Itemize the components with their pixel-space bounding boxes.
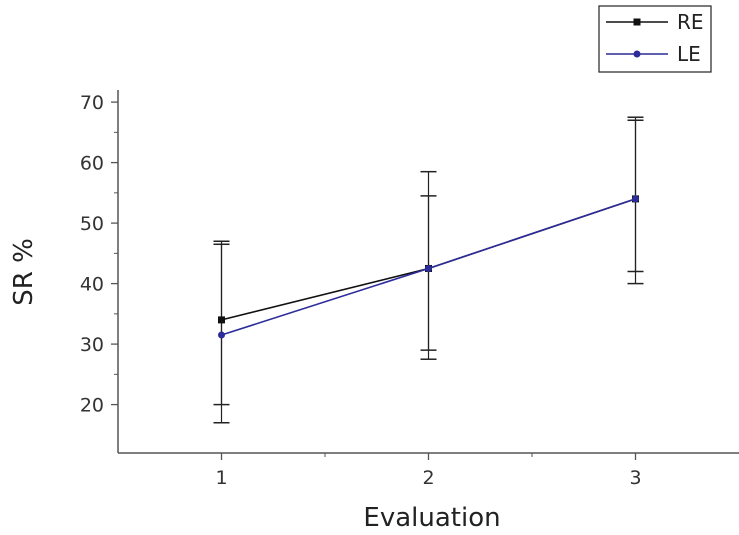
series-lines	[218, 195, 639, 339]
y-tick-label: 30	[80, 334, 104, 356]
legend-marker-re	[633, 18, 641, 26]
y-tick-label: 50	[80, 213, 104, 235]
x-ticks: 1 2 3	[215, 453, 642, 489]
legend-label-re: RE	[677, 10, 704, 34]
data-point-re	[218, 316, 225, 324]
y-tick-label: 70	[80, 92, 104, 114]
legend: RE LE	[598, 5, 712, 73]
legend-box	[598, 5, 712, 73]
y-tick-label: 60	[80, 153, 104, 175]
data-point-le	[632, 195, 639, 203]
y-tick-label: 40	[80, 274, 104, 296]
x-tick-label: 1	[215, 467, 227, 489]
x-tick-label: 3	[629, 467, 641, 489]
data-point-le	[218, 331, 225, 339]
legend-label-le: LE	[677, 42, 701, 66]
y-axis-label: SR %	[9, 238, 39, 306]
data-point-le	[425, 264, 432, 272]
x-axis-label: Evaluation	[363, 503, 500, 533]
legend-marker-le	[633, 50, 641, 58]
legend-items: RE LE	[606, 10, 704, 66]
x-tick-label: 2	[422, 467, 434, 489]
y-tick-label: 20	[80, 395, 104, 417]
y-ticks: 20 30 40 50 60 70	[80, 92, 118, 417]
